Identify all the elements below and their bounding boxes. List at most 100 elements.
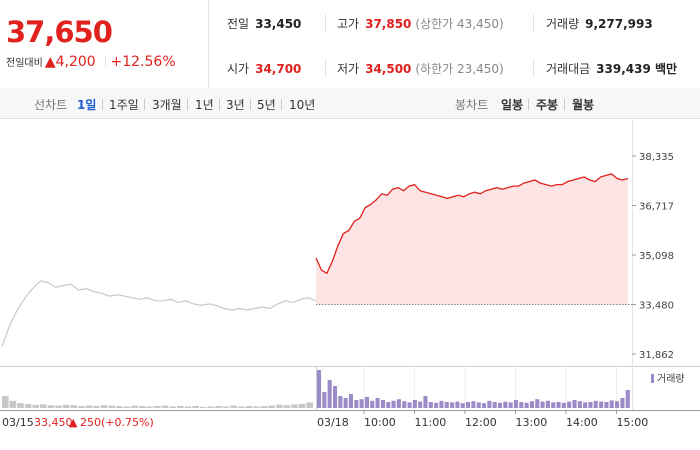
footer-prev-close: 33,450 bbox=[34, 416, 73, 429]
volume-bar-today bbox=[396, 399, 401, 408]
stat-low: 저가 34,500 (하한가 23,450) bbox=[337, 62, 504, 76]
volume-bar-today bbox=[599, 401, 604, 408]
stat-turnover: 거래대금 339,439 백만 bbox=[546, 62, 678, 76]
volume-bar-today bbox=[535, 399, 540, 408]
divider bbox=[325, 59, 326, 77]
footer-date-today: 03/18 bbox=[317, 416, 349, 429]
volume-bar-today bbox=[333, 386, 338, 408]
today-price-line bbox=[315, 173, 629, 275]
y-tick-label: 31,862 bbox=[639, 350, 674, 361]
volume-bar-prev bbox=[161, 405, 169, 408]
change-label: 전일대비 bbox=[6, 58, 43, 69]
period-5y[interactable]: 5년 bbox=[257, 98, 276, 112]
volume-bar-prev bbox=[177, 406, 184, 408]
volume-bar-today bbox=[466, 402, 471, 408]
volume-bar-today bbox=[503, 401, 508, 408]
divider bbox=[187, 99, 188, 110]
volume-legend-label: 거래량 bbox=[657, 373, 685, 385]
volume-bar-today bbox=[519, 402, 524, 408]
volume-bar-prev bbox=[93, 406, 100, 408]
volume-bar-prev bbox=[146, 406, 154, 408]
x-tick-label: 11:00 bbox=[415, 416, 447, 429]
volume-bar-prev bbox=[139, 406, 146, 408]
volume-bar-today bbox=[370, 400, 375, 408]
volume-bar-today bbox=[423, 396, 428, 408]
volume-bar-today bbox=[567, 401, 572, 408]
volume-bar-today bbox=[556, 402, 561, 408]
volume-bar-prev bbox=[47, 405, 55, 408]
volume-bar-today bbox=[615, 401, 620, 408]
x-tick-label: 12:00 bbox=[465, 416, 497, 429]
quote-summary: 37,650 전일대비 ▲4,200 +12.56% 전일 33,450 고가 37,… bbox=[0, 0, 700, 89]
volume-bar-prev bbox=[306, 402, 313, 408]
volume-bar-prev bbox=[32, 404, 39, 408]
divider bbox=[325, 14, 326, 32]
volume-bar-today bbox=[524, 402, 529, 408]
volume-bar-today bbox=[317, 370, 322, 408]
volume-bar-today bbox=[402, 401, 407, 408]
volume-bar-today bbox=[487, 400, 492, 408]
y-tick-label: 35,098 bbox=[639, 251, 674, 262]
stat-open: 시가 34,700 bbox=[227, 62, 302, 76]
period-1d[interactable]: 1일 bbox=[77, 98, 97, 112]
period-1w[interactable]: 1주일 bbox=[109, 98, 139, 112]
volume-bar-prev bbox=[100, 405, 108, 408]
period-monthly-candle[interactable]: 월봉 bbox=[572, 98, 595, 112]
volume-bar-today bbox=[450, 402, 455, 408]
x-axis-ticks: 10:00 11:00 12:00 13:00 14:00 15:00 bbox=[363, 410, 648, 429]
volume-bar-prev bbox=[169, 406, 176, 408]
footer-change: 250 bbox=[80, 416, 101, 429]
today-series bbox=[315, 173, 632, 306]
volume-bar-today bbox=[348, 394, 353, 408]
period-3y[interactable]: 3년 bbox=[226, 98, 245, 112]
volume-bar-prev bbox=[215, 406, 222, 408]
volume-bar-today bbox=[545, 400, 550, 408]
volume-bar-prev bbox=[199, 406, 207, 408]
period-10y[interactable]: 10년 bbox=[289, 98, 316, 112]
volume-bar-today bbox=[455, 401, 460, 408]
stat-prev-close: 전일 33,450 bbox=[227, 17, 302, 31]
volume-bar-prev bbox=[207, 406, 215, 408]
volume-bar-today bbox=[434, 402, 439, 408]
price-panel: 37,650 전일대비 ▲4,200 +12.56% bbox=[0, 0, 209, 88]
footer-change-percent: (+0.75%) bbox=[101, 416, 154, 429]
volume-bar-today bbox=[540, 401, 545, 408]
volume-bar-today bbox=[338, 396, 343, 408]
footer-change-arrow: ▲ bbox=[69, 416, 78, 429]
volume-bar-prev bbox=[62, 404, 70, 408]
prev-day-line bbox=[1, 280, 317, 347]
volume-bar-prev bbox=[222, 406, 230, 408]
volume-bar-today bbox=[561, 402, 566, 408]
change-arrow: ▲ bbox=[44, 54, 56, 70]
chart-grid bbox=[0, 118, 700, 411]
divider bbox=[104, 56, 106, 67]
price-chart[interactable]: 38,335 36,717 35,098 33,480 31,862 10:00 11:0… bbox=[0, 118, 700, 450]
volume-bar-prev bbox=[2, 396, 9, 408]
divider bbox=[564, 99, 565, 110]
x-tick-label: 14:00 bbox=[566, 416, 598, 429]
volume-bar-prev bbox=[298, 404, 306, 408]
volume-bar-today bbox=[460, 403, 465, 408]
volume-bar-prev bbox=[131, 405, 138, 408]
volume-bar-today bbox=[391, 400, 396, 408]
volume-bar-today bbox=[471, 401, 476, 408]
volume-bar-prev bbox=[237, 406, 245, 408]
divider bbox=[144, 99, 145, 110]
volume-bar-today bbox=[513, 400, 518, 408]
period-3m[interactable]: 3개월 bbox=[152, 98, 182, 112]
period-1y[interactable]: 1년 bbox=[195, 98, 214, 112]
volume-bar-today bbox=[375, 398, 380, 408]
x-tick-label: 10:00 bbox=[364, 416, 396, 429]
x-tick-label: 13:00 bbox=[516, 416, 548, 429]
period-weekly-candle[interactable]: 주봉 bbox=[536, 98, 559, 112]
volume-bar-prev bbox=[260, 406, 268, 408]
volume-bar-today bbox=[604, 402, 609, 408]
divider bbox=[250, 99, 251, 110]
period-daily-candle[interactable]: 일봉 bbox=[501, 98, 524, 112]
y-axis-ticks: 38,335 36,717 35,098 33,480 31,862 bbox=[632, 152, 674, 361]
volume-bar-today bbox=[492, 402, 497, 408]
volume-bar-prev bbox=[24, 404, 32, 408]
y-tick-label: 33,480 bbox=[639, 301, 674, 312]
divider bbox=[102, 99, 103, 110]
volume-bar-prev bbox=[78, 406, 85, 408]
